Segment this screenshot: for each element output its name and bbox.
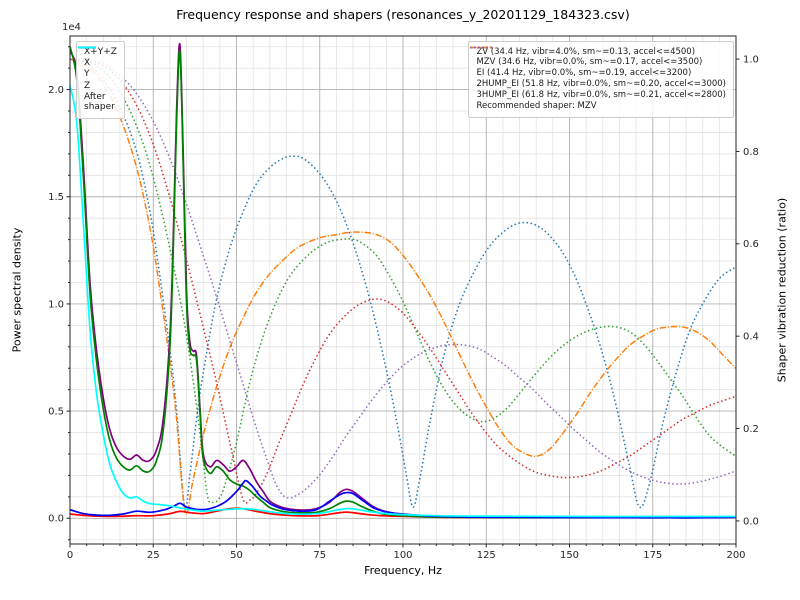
- legend-entry-label: X: [84, 57, 91, 68]
- y-left-tick-label: 0.0: [48, 514, 64, 525]
- legend-entry: X: [78, 46, 117, 69]
- chart-title: Frequency response and shapers (resonanc…: [176, 7, 630, 22]
- legend-entry: After shaper: [78, 46, 117, 113]
- legend-entry-label: Z: [84, 80, 91, 91]
- series-shaper-3hump-ei: [70, 58, 736, 499]
- y-right-tick-label: 0.0: [743, 516, 759, 527]
- series-shaper-zv: [70, 58, 736, 511]
- tick-labels: 0 25 50 75 100 125 150 175 200 0.0 0.5 1.0 1.5 2.0 0.0…: [48, 54, 759, 561]
- x-tick-label: 125: [477, 550, 496, 561]
- legend-entry-label: Y: [84, 69, 90, 80]
- y-right-tick-label: 0.4: [743, 332, 759, 343]
- legend-entry-label: Recommended shaper: MZV: [476, 100, 597, 111]
- y-right-tick-label: 1.0: [743, 54, 759, 65]
- series-shaper-ei: [70, 58, 736, 504]
- legend-line-swatch: [78, 46, 96, 49]
- x-tick-label: 0: [67, 550, 73, 561]
- legend-entry: Y: [78, 46, 117, 80]
- legend-entry: MZV (34.6 Hz, vibr=0.0%, sm~=0.17, accel…: [470, 46, 726, 68]
- series-psd-y: [70, 46, 736, 519]
- series-shaper-mzv: [70, 58, 736, 515]
- x-tick-label: 25: [147, 550, 160, 561]
- y-axis-offset-text: 1e4: [62, 22, 81, 33]
- y-right-tick-label: 0.6: [743, 239, 759, 250]
- legend-entry: 3HUMP_EI (61.8 Hz, vibr=0.0%, sm~=0.21, …: [470, 46, 726, 100]
- y-right-tick-label: 0.2: [743, 424, 759, 435]
- legend-entry-label: X+Y+Z: [84, 46, 117, 57]
- tick-marks: [66, 46, 740, 548]
- legend-entry-label: ZV (34.4 Hz, vibr=4.0%, sm~=0.13, accel<…: [476, 46, 696, 57]
- legend-entry: ZV (34.4 Hz, vibr=4.0%, sm~=0.13, accel<…: [470, 46, 726, 57]
- series-psd-after-shaper: [70, 85, 736, 518]
- legend-entry-label: 3HUMP_EI (61.8 Hz, vibr=0.0%, sm~=0.21, …: [476, 89, 726, 100]
- x-axis-label: Frequency, Hz: [364, 564, 442, 577]
- x-tick-label: 50: [230, 550, 243, 561]
- series-psd-z: [70, 479, 736, 519]
- legend-entry-label: 2HUMP_EI (51.8 Hz, vibr=0.0%, sm~=0.20, …: [476, 79, 726, 90]
- legend-entry-label: MZV (34.6 Hz, vibr=0.0%, sm~=0.17, accel…: [476, 57, 703, 68]
- legend-entry-label: EI (41.4 Hz, vibr=0.0%, sm~=0.19, accel<…: [476, 68, 692, 79]
- x-tick-label: 75: [313, 550, 326, 561]
- y-left-tick-label: 1.0: [48, 299, 64, 310]
- y-left-tick-label: 1.5: [48, 192, 64, 203]
- y-left-tick-label: 0.5: [48, 407, 64, 418]
- y-left-tick-label: 2.0: [48, 85, 64, 96]
- x-tick-label: 150: [560, 550, 579, 561]
- y-right-tick-label: 0.8: [743, 147, 759, 158]
- legend-line-swatch: [470, 46, 493, 49]
- x-tick-label: 200: [726, 550, 745, 561]
- x-tick-label: 175: [643, 550, 662, 561]
- legend-entry: 2HUMP_EI (51.8 Hz, vibr=0.0%, sm~=0.20, …: [470, 46, 726, 90]
- series-curves: [70, 43, 736, 519]
- y-axis-label-right: Shaper vibration reduction (ratio): [775, 197, 789, 383]
- x-tick-label: 100: [393, 550, 412, 561]
- legend-swatch-spacer: [469, 42, 493, 53]
- legend-entry: EI (41.4 Hz, vibr=0.0%, sm~=0.19, accel<…: [470, 46, 726, 79]
- legend-entry: Z: [78, 46, 117, 92]
- legend-entry: Recommended shaper: MZV: [476, 100, 726, 111]
- legend-entry-label: After shaper: [84, 92, 115, 112]
- y-axis-label-left: Power spectral density: [10, 227, 24, 353]
- legend-psd: X+Y+Z X Y Z After shaper: [76, 41, 125, 120]
- legend-shapers: ZV (34.4 Hz, vibr=4.0%, sm~=0.13, accel<…: [468, 41, 734, 118]
